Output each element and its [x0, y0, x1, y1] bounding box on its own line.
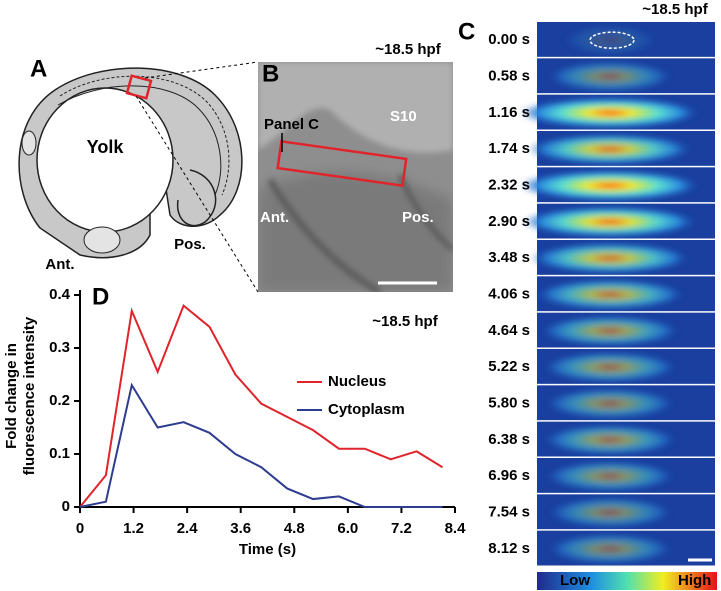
anterior-label: Ant.: [260, 209, 289, 226]
panel-label: D: [92, 283, 109, 310]
time-label: 3.48 s: [488, 249, 530, 266]
signal: [545, 388, 675, 419]
time-label: 4.64 s: [488, 322, 530, 339]
time-label: 0.58 s: [488, 67, 530, 84]
signal: [562, 24, 658, 56]
signal: [522, 206, 698, 238]
time-label: 8.12 s: [488, 540, 530, 557]
x-tick-label: 0: [76, 520, 84, 537]
time-label: 6.38 s: [488, 431, 530, 448]
panel-label: C: [458, 18, 475, 45]
y-tick-label: 0: [62, 498, 70, 515]
roi-outline: [589, 31, 635, 49]
signal: [547, 497, 673, 528]
time-label: 1.74 s: [488, 140, 530, 157]
y-tick-label: 0.3: [49, 339, 70, 356]
signal: [545, 460, 675, 492]
yolk-label: Yolk: [87, 137, 125, 157]
signal: [547, 61, 673, 92]
somite-label: S10: [390, 108, 417, 125]
x-axis-label: Time (s): [239, 541, 296, 558]
panel-label: B: [262, 60, 279, 87]
legend-label: Cytoplasm: [328, 401, 405, 418]
y-axis-label: Fold change in: [3, 343, 20, 449]
colorbar: [537, 572, 717, 590]
series-line: [79, 303, 444, 508]
signal: [530, 242, 690, 274]
x-tick-label: 3.6: [230, 520, 251, 537]
signal: [527, 133, 693, 165]
time-label: 6.96 s: [488, 467, 530, 484]
x-tick-label: 1.2: [123, 520, 144, 537]
time-label: 0.00 s: [488, 31, 530, 48]
stage-label: ~18.5 hpf: [375, 41, 441, 58]
legend-label: Nucleus: [328, 373, 386, 390]
anterior-label: Ant.: [45, 256, 74, 273]
signal: [542, 351, 678, 383]
y-axis-label: fluorescence intensity: [21, 316, 38, 475]
colorbar-low: Low: [560, 572, 590, 589]
time-lapse-strips: 0.00 s 0.58 s 1.16 s 1.74 s 2.32 s 2.90 s 3.48…: [488, 22, 715, 566]
x-tick-label: 6.0: [337, 520, 358, 537]
x-tick-label: 4.8: [284, 520, 305, 537]
time-label: 7.54 s: [488, 503, 530, 520]
signal: [542, 424, 678, 456]
posterior-label: Pos.: [174, 236, 206, 253]
signal: [520, 97, 700, 129]
time-label: 1.16 s: [488, 104, 530, 121]
colorbar-high: High: [678, 572, 711, 589]
microscopy-image: [258, 62, 453, 292]
panel-label: A: [30, 55, 47, 82]
time-label: 5.80 s: [488, 394, 530, 411]
line-chart: 0 0.1 0.2 0.3 0.4 0 1.2 2.4 3.6 4.8 6.0 7.2 8.4 Time …: [3, 286, 466, 558]
stage-label: ~18.5 hpf: [642, 1, 708, 18]
time-label: 5.22 s: [488, 358, 530, 375]
y-tick-label: 0.4: [49, 286, 71, 303]
y-tick-label: 0.2: [49, 392, 70, 409]
embryo-drawing: [18, 61, 259, 293]
series-line: [79, 382, 443, 508]
region-box: [276, 139, 408, 188]
y-tick-label: 0.1: [49, 445, 70, 462]
x-tick-label: 2.4: [177, 520, 199, 537]
signal: [547, 533, 673, 565]
time-label: 4.06 s: [488, 285, 530, 302]
signal: [520, 170, 700, 201]
time-label: 2.32 s: [488, 176, 530, 193]
annotation: ~18.5 hpf: [372, 313, 438, 330]
posterior-label: Pos.: [402, 209, 434, 226]
x-tick-label: 8.4: [445, 520, 467, 537]
region-label: Panel C: [264, 116, 319, 133]
time-label: 2.90 s: [488, 213, 530, 230]
signal: [535, 279, 685, 310]
x-tick-label: 7.2: [391, 520, 412, 537]
signal: [540, 315, 680, 347]
